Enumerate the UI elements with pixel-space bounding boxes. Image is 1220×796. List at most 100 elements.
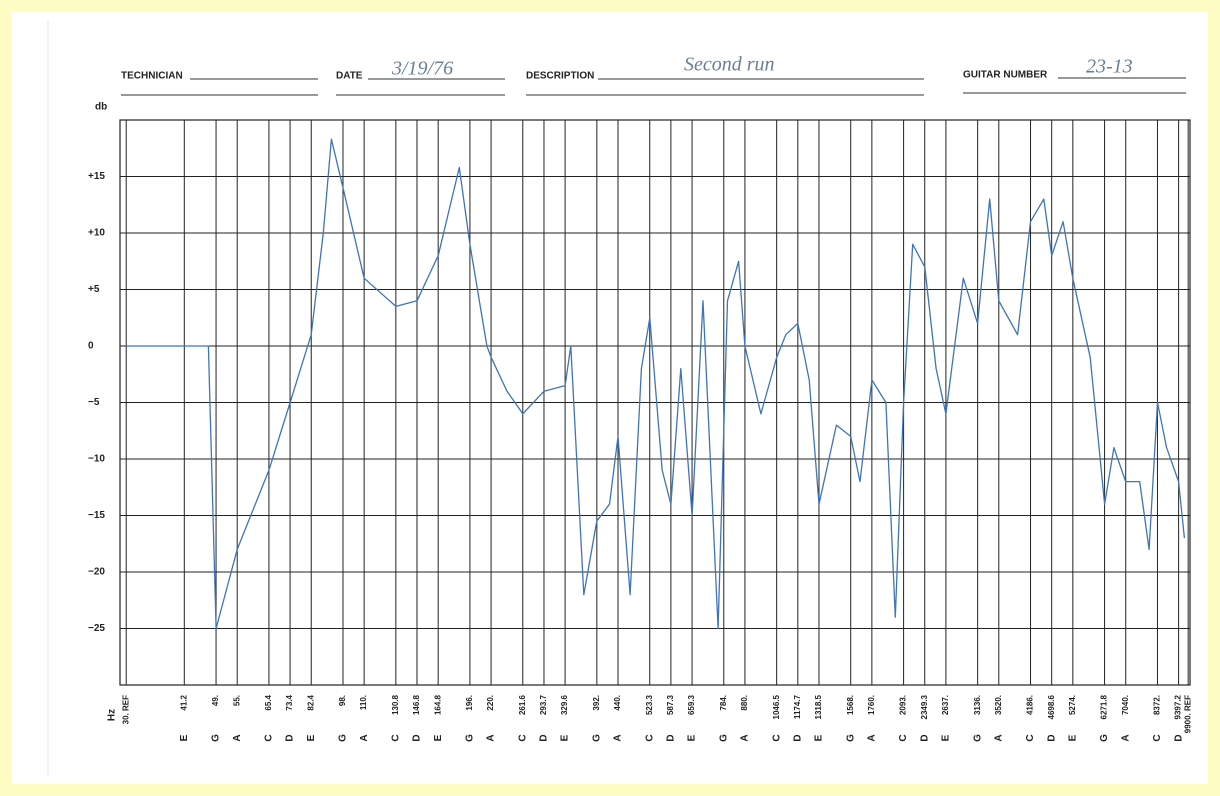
y-tick-label: 0: [88, 341, 94, 352]
x-tick-label: 1760.: [867, 695, 876, 715]
x-tick-label: 65.4: [264, 694, 273, 710]
x-tick-label: 5274.: [1068, 695, 1077, 715]
note-label: G: [338, 734, 349, 742]
y-tick-label: +15: [88, 171, 105, 182]
y-tick-label: +10: [88, 228, 105, 239]
x-tick-label: 392.: [592, 695, 601, 711]
x-tick-label: 8372.: [1153, 695, 1162, 715]
x-tick-label: 55.: [232, 695, 241, 706]
y-tick-label: −5: [88, 397, 100, 408]
x-tick-label: 9900. REF: [1183, 695, 1192, 733]
y-tick-label: −15: [88, 510, 105, 521]
x-tick-label: 4698.6: [1047, 694, 1056, 719]
note-label: A: [993, 734, 1004, 741]
note-label: C: [1025, 734, 1036, 741]
note-label: G: [1099, 734, 1110, 742]
date-label: DATE: [336, 71, 363, 82]
technician-label: TECHNICIAN: [121, 71, 183, 82]
guitar-number-label: GUITAR NUMBER: [963, 70, 1048, 81]
note-label: E: [306, 734, 317, 741]
x-tick-label: 82.4: [306, 694, 315, 710]
x-tick-label: 880.: [740, 695, 749, 711]
note-label: A: [1120, 734, 1131, 741]
y-axis-label: db: [95, 102, 107, 113]
response-line: [126, 138, 1186, 630]
note-label: A: [486, 734, 497, 741]
x-tick-label: 130.8: [391, 694, 400, 715]
note-label: G: [845, 734, 856, 742]
y-tick-label: −20: [88, 567, 105, 578]
x-tick-label: 3520.: [994, 695, 1003, 715]
note-label: D: [1046, 734, 1057, 741]
description-label: DESCRIPTION: [526, 71, 594, 82]
note-label: C: [1152, 734, 1163, 741]
x-tick-label: 9397.2: [1174, 694, 1183, 719]
x-axis-label: Hz: [107, 709, 118, 721]
x-tick-label: 110.: [359, 695, 368, 710]
x-tick-label: 6271.8: [1100, 694, 1109, 719]
x-tick-label: 523.3: [645, 694, 654, 715]
note-label: D: [792, 734, 803, 741]
note-label: D: [412, 734, 423, 741]
note-label: A: [359, 734, 370, 741]
note-label: A: [740, 734, 751, 741]
description-value: Second run: [684, 54, 775, 76]
x-tick-label: 41.2: [179, 694, 188, 710]
x-tick-label: 659.3: [687, 694, 696, 715]
x-tick-label: 587.3: [666, 694, 675, 715]
x-tick-label: 98.: [338, 695, 347, 706]
note-label: D: [1173, 734, 1184, 741]
note-label: G: [211, 734, 222, 742]
x-tick-label: 2093.: [899, 695, 908, 715]
note-label: C: [644, 734, 655, 741]
note-label: D: [666, 734, 677, 741]
x-tick-label: 49.: [211, 695, 220, 706]
date-value: 3/19/76: [391, 58, 453, 80]
x-tick-label: 784.: [719, 695, 728, 711]
note-label: A: [867, 734, 878, 741]
x-tick-label: 329.6: [560, 694, 569, 715]
note-label: E: [1067, 734, 1078, 741]
x-tick-label: 164.8: [433, 694, 442, 715]
x-tick-label: 261.6: [518, 694, 527, 715]
x-tick-label: 1174.7: [793, 694, 802, 719]
note-label: G: [591, 734, 602, 742]
x-tick-label: 293.7: [539, 694, 548, 715]
x-tick-label: 4186.: [1026, 695, 1035, 715]
note-label: C: [390, 734, 401, 741]
note-label: E: [560, 734, 571, 741]
note-label: C: [517, 734, 528, 741]
note-label: D: [539, 734, 550, 741]
x-tick-label: 2637.: [941, 695, 950, 715]
x-tick-label: 30. REF: [121, 695, 130, 724]
x-tick-label: 440.: [613, 695, 622, 711]
guitar-number-value: 23-13: [1086, 56, 1133, 78]
y-tick-label: −25: [88, 623, 105, 634]
note-label: D: [919, 734, 930, 741]
note-label: C: [771, 734, 782, 741]
paper: [12, 12, 1208, 784]
note-label: E: [941, 734, 952, 741]
note-label: A: [613, 734, 624, 741]
x-tick-label: 3136.: [973, 695, 982, 715]
note-label: D: [285, 734, 296, 741]
x-tick-label: 1318.5: [814, 694, 823, 719]
note-label: E: [179, 734, 190, 741]
note-label: G: [465, 734, 476, 742]
y-tick-label: −10: [88, 454, 105, 465]
x-tick-label: 7040.: [1121, 695, 1130, 715]
note-label: C: [898, 734, 909, 741]
note-label: G: [972, 734, 983, 742]
x-tick-label: 2349.3: [920, 694, 929, 719]
note-label: E: [814, 734, 825, 741]
note-label: C: [264, 734, 275, 741]
note-label: E: [433, 734, 444, 741]
x-tick-label: 146.8: [412, 694, 421, 715]
x-tick-label: 1568.: [846, 695, 855, 715]
x-tick-label: 220.: [486, 695, 495, 711]
x-tick-label: 73.4: [285, 694, 294, 710]
note-label: A: [232, 734, 243, 741]
note-label: E: [687, 734, 698, 741]
x-tick-label: 196.: [465, 695, 474, 711]
